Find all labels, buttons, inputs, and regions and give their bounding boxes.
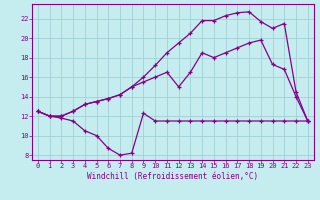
X-axis label: Windchill (Refroidissement éolien,°C): Windchill (Refroidissement éolien,°C) [87, 172, 258, 181]
